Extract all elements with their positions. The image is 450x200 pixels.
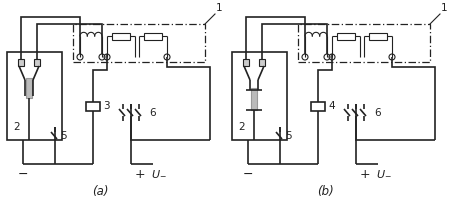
Bar bbox=[144, 32, 162, 40]
Bar bbox=[259, 59, 265, 66]
Text: $U_{-}$: $U_{-}$ bbox=[151, 169, 167, 179]
Bar bbox=[251, 88, 257, 110]
Bar bbox=[18, 59, 24, 66]
Text: +: + bbox=[360, 168, 370, 180]
Text: 4: 4 bbox=[328, 101, 335, 111]
Text: 6: 6 bbox=[374, 108, 381, 118]
Bar bbox=[26, 78, 32, 98]
Text: 5: 5 bbox=[285, 131, 292, 141]
Bar bbox=[73, 24, 205, 62]
Text: 1: 1 bbox=[216, 3, 223, 13]
Bar bbox=[34, 59, 40, 66]
Text: −: − bbox=[243, 168, 253, 180]
Bar bbox=[243, 59, 249, 66]
Bar bbox=[311, 102, 325, 110]
Bar bbox=[7, 52, 62, 140]
Text: 6: 6 bbox=[149, 108, 156, 118]
Text: 2: 2 bbox=[14, 122, 20, 132]
Text: 3: 3 bbox=[103, 101, 110, 111]
Bar bbox=[232, 52, 287, 140]
Text: (a): (a) bbox=[92, 185, 108, 198]
Bar bbox=[86, 102, 100, 110]
Text: $U_{-}$: $U_{-}$ bbox=[376, 169, 392, 179]
Bar bbox=[337, 32, 355, 40]
Text: 1: 1 bbox=[441, 3, 448, 13]
Text: 5: 5 bbox=[60, 131, 67, 141]
Bar bbox=[298, 24, 430, 62]
Text: +: + bbox=[135, 168, 145, 180]
Text: (b): (b) bbox=[317, 185, 333, 198]
Text: 2: 2 bbox=[238, 122, 245, 132]
Bar bbox=[112, 32, 130, 40]
Text: −: − bbox=[18, 168, 28, 180]
Bar bbox=[369, 32, 387, 40]
